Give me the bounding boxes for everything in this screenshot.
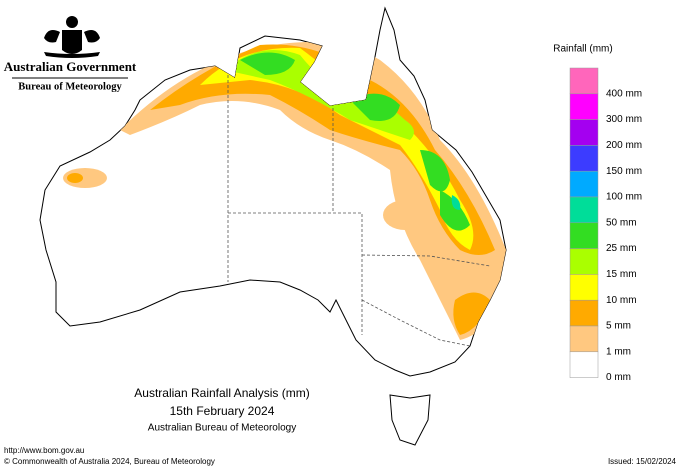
tasmania — [389, 394, 431, 446]
caption-date: 15th February 2024 — [170, 404, 275, 418]
footer-url: http://www.bom.gov.au — [4, 446, 84, 455]
agency-name: Bureau of Meteorology — [18, 81, 122, 92]
state-borders — [227, 75, 491, 347]
legend-swatch — [569, 274, 599, 301]
footer-issued: Issued: 15/02/2024 — [608, 457, 677, 466]
legend-swatch — [569, 196, 599, 224]
legend-label: 200 mm — [606, 140, 642, 151]
legend-swatch — [569, 93, 599, 120]
legend-label: 15 mm — [606, 269, 637, 280]
legend-label: 100 mm — [606, 192, 642, 203]
government-name: Australian Government — [4, 59, 137, 74]
legend-label: 0 mm — [606, 372, 631, 383]
legend-swatch — [569, 299, 599, 327]
legend-label: 5 mm — [606, 321, 631, 332]
legend-label: 1 mm — [606, 346, 631, 357]
caption-source: Australian Bureau of Meteorology — [148, 423, 296, 434]
legend-swatch — [569, 170, 599, 198]
legend-swatch — [569, 67, 599, 95]
legend: 400 mm 300 mm 200 mm 150 mm 100 mm 50 mm 25 mm… — [569, 67, 642, 383]
legend-label: 150 mm — [606, 166, 642, 177]
legend-swatch — [569, 248, 599, 275]
coat-of-arms — [44, 16, 100, 58]
footer-copyright: © Commonwealth of Australia 2024, Bureau… — [4, 457, 215, 466]
legend-swatch — [569, 145, 599, 172]
legend-title: Rainfall (mm) — [553, 44, 612, 55]
legend-label: 25 mm — [606, 243, 637, 254]
legend-swatch — [569, 351, 599, 378]
legend-label: 50 mm — [606, 217, 637, 228]
legend-label: 10 mm — [606, 295, 637, 306]
legend-label: 400 mm — [606, 88, 642, 99]
legend-swatch — [569, 222, 599, 249]
legend-label: 300 mm — [606, 114, 642, 125]
legend-swatch — [569, 119, 599, 146]
caption-title: Australian Rainfall Analysis (mm) — [134, 386, 309, 400]
legend-swatch — [569, 325, 599, 353]
